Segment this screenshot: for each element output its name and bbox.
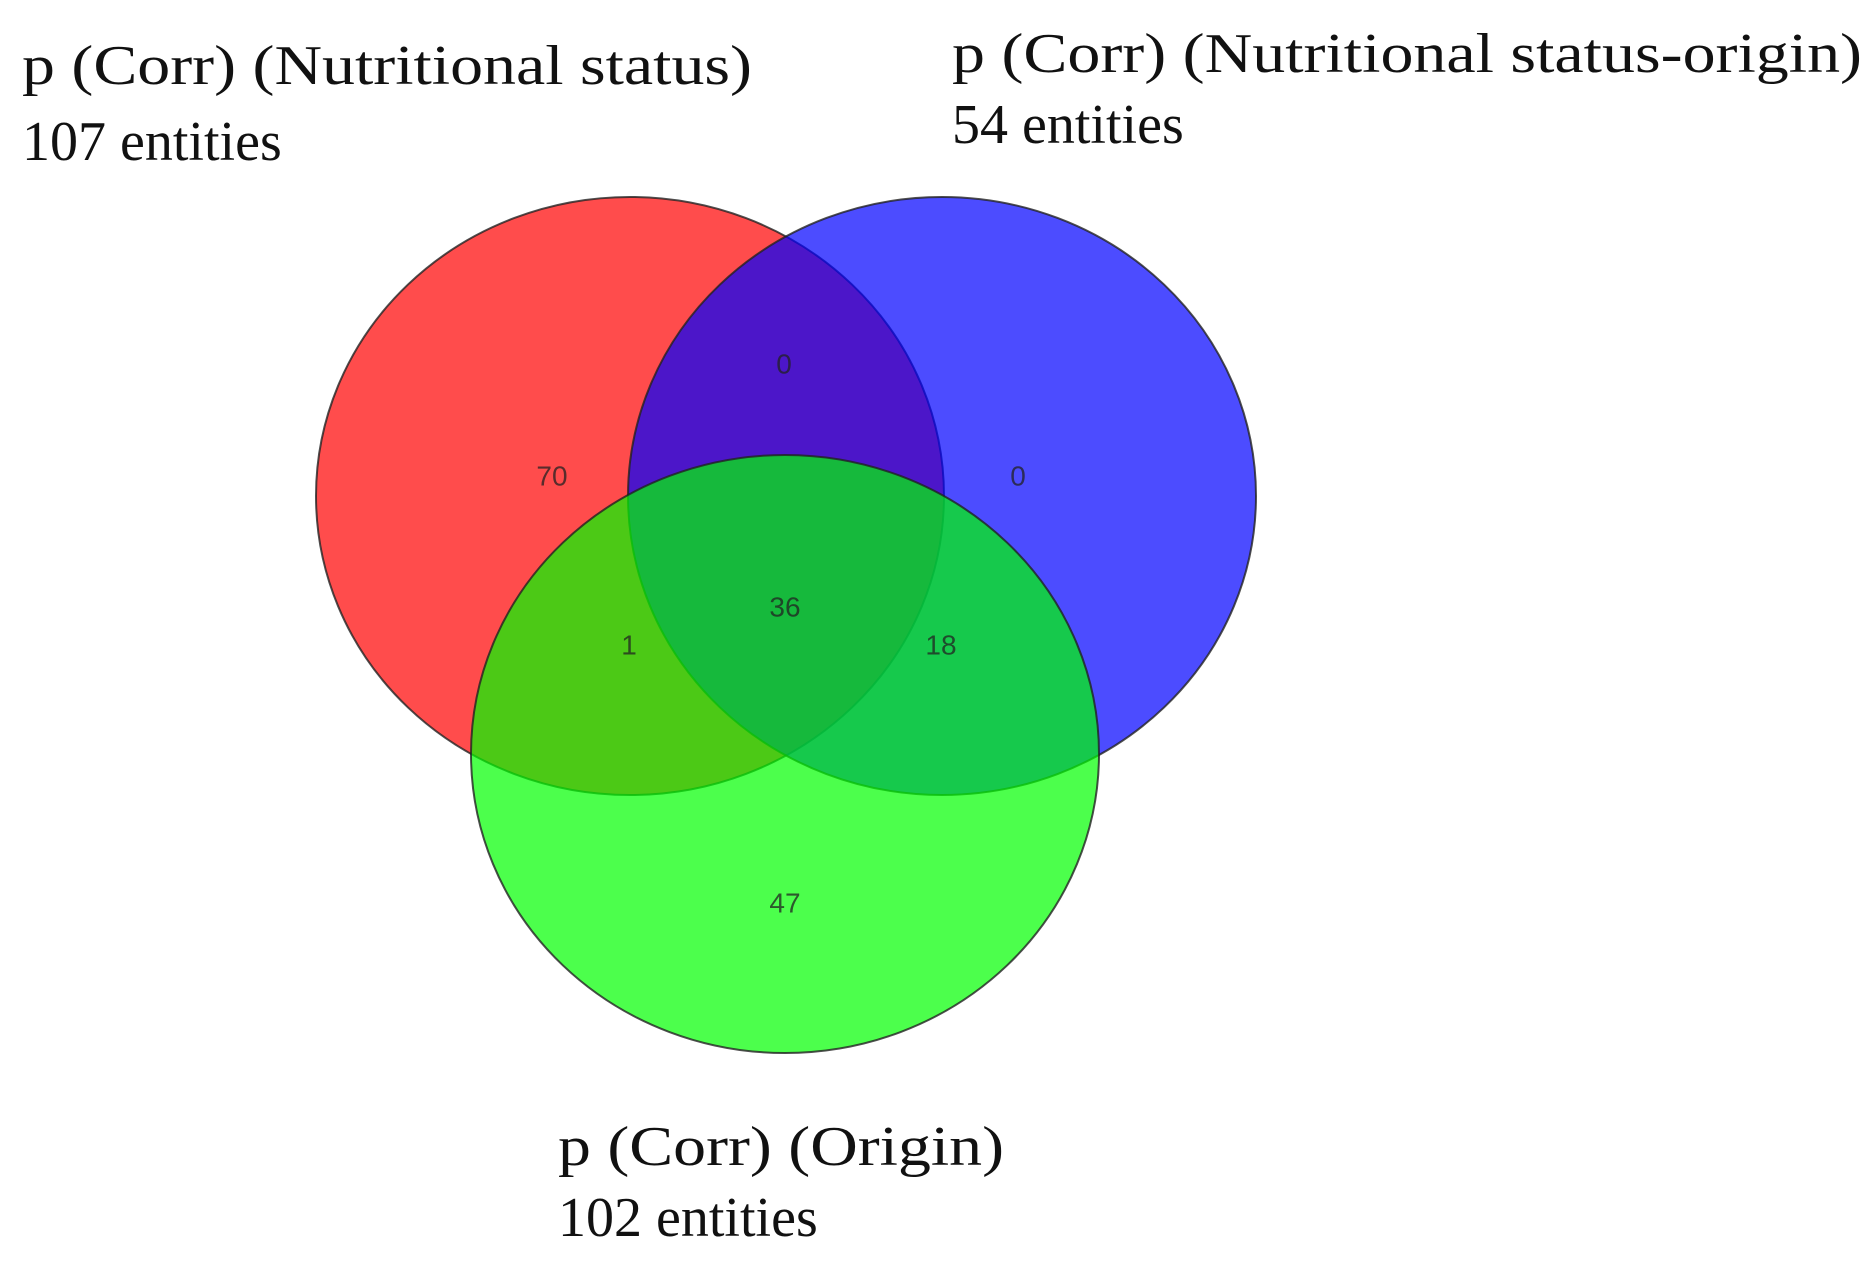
set-size-label: 54 entities bbox=[952, 94, 1184, 156]
set-circle bbox=[470, 454, 1100, 1054]
region-count: 36 bbox=[769, 591, 800, 622]
set-size-label: 102 entities bbox=[558, 1187, 818, 1249]
region-count: 18 bbox=[925, 629, 956, 660]
set-size-label: 107 entities bbox=[22, 111, 282, 173]
set-title: p (Corr) (Nutritional status) bbox=[22, 35, 752, 97]
set-title: p (Corr) (Nutritional status-origin) bbox=[952, 23, 1862, 85]
region-count: 0 bbox=[776, 348, 792, 379]
region-count: 0 bbox=[1010, 460, 1026, 491]
set-title: p (Corr) (Origin) bbox=[558, 1116, 1004, 1178]
region-count: 47 bbox=[769, 887, 800, 918]
region-count: 1 bbox=[621, 629, 637, 660]
region-count: 70 bbox=[536, 460, 567, 491]
